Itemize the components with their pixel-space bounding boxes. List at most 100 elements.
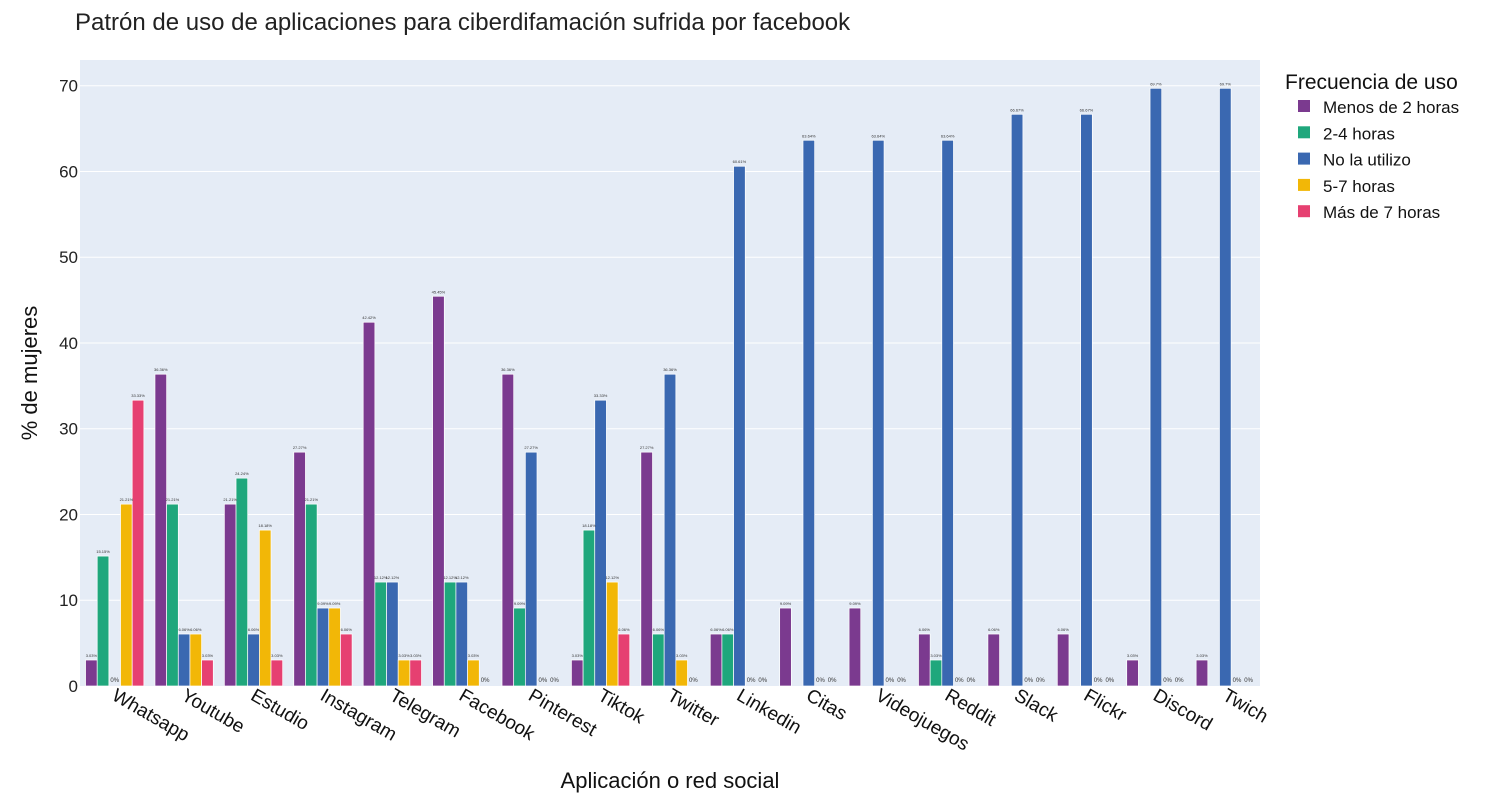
- data-label: 21.21%: [166, 497, 180, 502]
- bar: [247, 633, 260, 687]
- data-label: 0%: [886, 678, 895, 684]
- bar: [1126, 659, 1139, 687]
- data-label: 3.03%: [271, 653, 283, 658]
- bar: [96, 555, 110, 687]
- data-label: 24.24%: [235, 471, 249, 476]
- bar: [1195, 659, 1209, 687]
- x-tick-label: Whatsapp: [108, 685, 193, 746]
- data-label: 66.67%: [1010, 107, 1024, 112]
- bar: [235, 477, 249, 687]
- bar: [177, 633, 191, 687]
- bar: [154, 373, 167, 687]
- data-label: 63.64%: [802, 133, 816, 138]
- bar: [397, 659, 411, 687]
- bar: [166, 503, 179, 687]
- y-tick-label: 60: [59, 162, 78, 181]
- y-tick-label: 70: [59, 77, 78, 96]
- bar: [617, 633, 631, 687]
- data-label: 12.12%: [605, 575, 619, 580]
- bar: [1010, 113, 1024, 687]
- data-label: 0%: [828, 678, 837, 684]
- data-label: 0%: [955, 678, 964, 684]
- bar: [305, 503, 318, 687]
- data-label: 3.03%: [676, 653, 688, 658]
- data-label: 3.03%: [468, 653, 480, 658]
- data-label: 12.12%: [443, 575, 457, 580]
- data-label: 6.06%: [710, 627, 722, 632]
- x-tick-label: Pinterest: [525, 685, 601, 741]
- data-label: 0%: [758, 678, 767, 684]
- bar: [409, 659, 422, 687]
- x-tick-label: Telegram: [386, 685, 464, 742]
- chart-title: Patrón de uso de aplicaciones para ciber…: [75, 9, 851, 36]
- legend: Frecuencia de uso Menos de 2 horas 2-4 ho…: [1285, 71, 1459, 222]
- data-label: 15.15%: [96, 549, 110, 554]
- data-label: 27.27%: [640, 445, 654, 450]
- data-label: 0%: [1105, 678, 1114, 684]
- legend-item-label: 5-7 horas: [1323, 177, 1395, 196]
- data-label: 69.7%: [1150, 81, 1162, 86]
- data-label: 3.03%: [202, 653, 214, 658]
- bar: [259, 529, 272, 687]
- data-label: 42.42%: [362, 315, 376, 320]
- x-tick-label: Slack: [1011, 685, 1062, 727]
- bar: [663, 373, 677, 687]
- data-label: 18.18%: [582, 523, 596, 528]
- data-label: 3.03%: [930, 653, 942, 658]
- data-label: 0%: [1175, 678, 1184, 684]
- bar: [362, 321, 376, 687]
- x-axis-title: Aplicación o red social: [561, 768, 780, 793]
- data-label: 36.36%: [663, 367, 677, 372]
- data-label: 9.09%: [514, 601, 526, 606]
- data-label: 60.61%: [733, 159, 747, 164]
- data-label: 0%: [1036, 678, 1045, 684]
- data-label: 0%: [1163, 678, 1172, 684]
- data-label: 69.7%: [1220, 81, 1232, 86]
- data-label: 0%: [1233, 678, 1242, 684]
- legend-swatch: [1298, 100, 1310, 112]
- bar: [513, 607, 526, 687]
- bar: [848, 607, 862, 687]
- y-axis-title: % de mujeres: [17, 306, 42, 441]
- data-label: 33.33%: [131, 393, 145, 398]
- bar: [987, 633, 1000, 687]
- data-label: 0%: [689, 678, 698, 684]
- bar: [929, 659, 943, 687]
- data-label: 0%: [481, 678, 490, 684]
- bar: [467, 659, 480, 687]
- y-tick-label: 10: [59, 591, 78, 610]
- bar: [201, 659, 214, 687]
- bar: [1056, 633, 1070, 687]
- legend-swatch: [1298, 126, 1310, 139]
- bar: [675, 659, 688, 687]
- bar: [594, 399, 607, 687]
- bar: [779, 607, 792, 687]
- data-label: 12.12%: [374, 575, 388, 580]
- data-label: 18.18%: [258, 523, 272, 528]
- y-tick-label: 40: [59, 334, 78, 353]
- data-label: 6.06%: [190, 627, 202, 632]
- bar: [1149, 87, 1163, 687]
- x-tick-label: Citas: [802, 685, 850, 725]
- data-label: 3.03%: [1196, 653, 1208, 658]
- y-tick-label: 30: [59, 420, 78, 439]
- y-tick-label: 0: [69, 677, 78, 696]
- x-tick-label: Tiktok: [594, 685, 648, 728]
- y-tick-label: 50: [59, 248, 78, 267]
- data-label: 66.67%: [1080, 107, 1094, 112]
- data-label: 6.06%: [722, 627, 734, 632]
- x-tick-label: Discord: [1149, 685, 1215, 735]
- bar: [501, 373, 515, 687]
- data-label: 0%: [110, 678, 119, 684]
- legend-item-label: No la utilizo: [1323, 151, 1411, 170]
- bar: [918, 633, 931, 687]
- bar: [85, 659, 98, 687]
- bars: [85, 87, 1232, 687]
- legend-title: Frecuencia de uso: [1285, 71, 1458, 94]
- bar: [386, 581, 399, 687]
- bar: [293, 451, 306, 687]
- data-label: 3.03%: [86, 653, 98, 658]
- data-label: 12.12%: [455, 575, 469, 580]
- bar: [316, 607, 330, 687]
- legend-swatch: [1298, 205, 1310, 218]
